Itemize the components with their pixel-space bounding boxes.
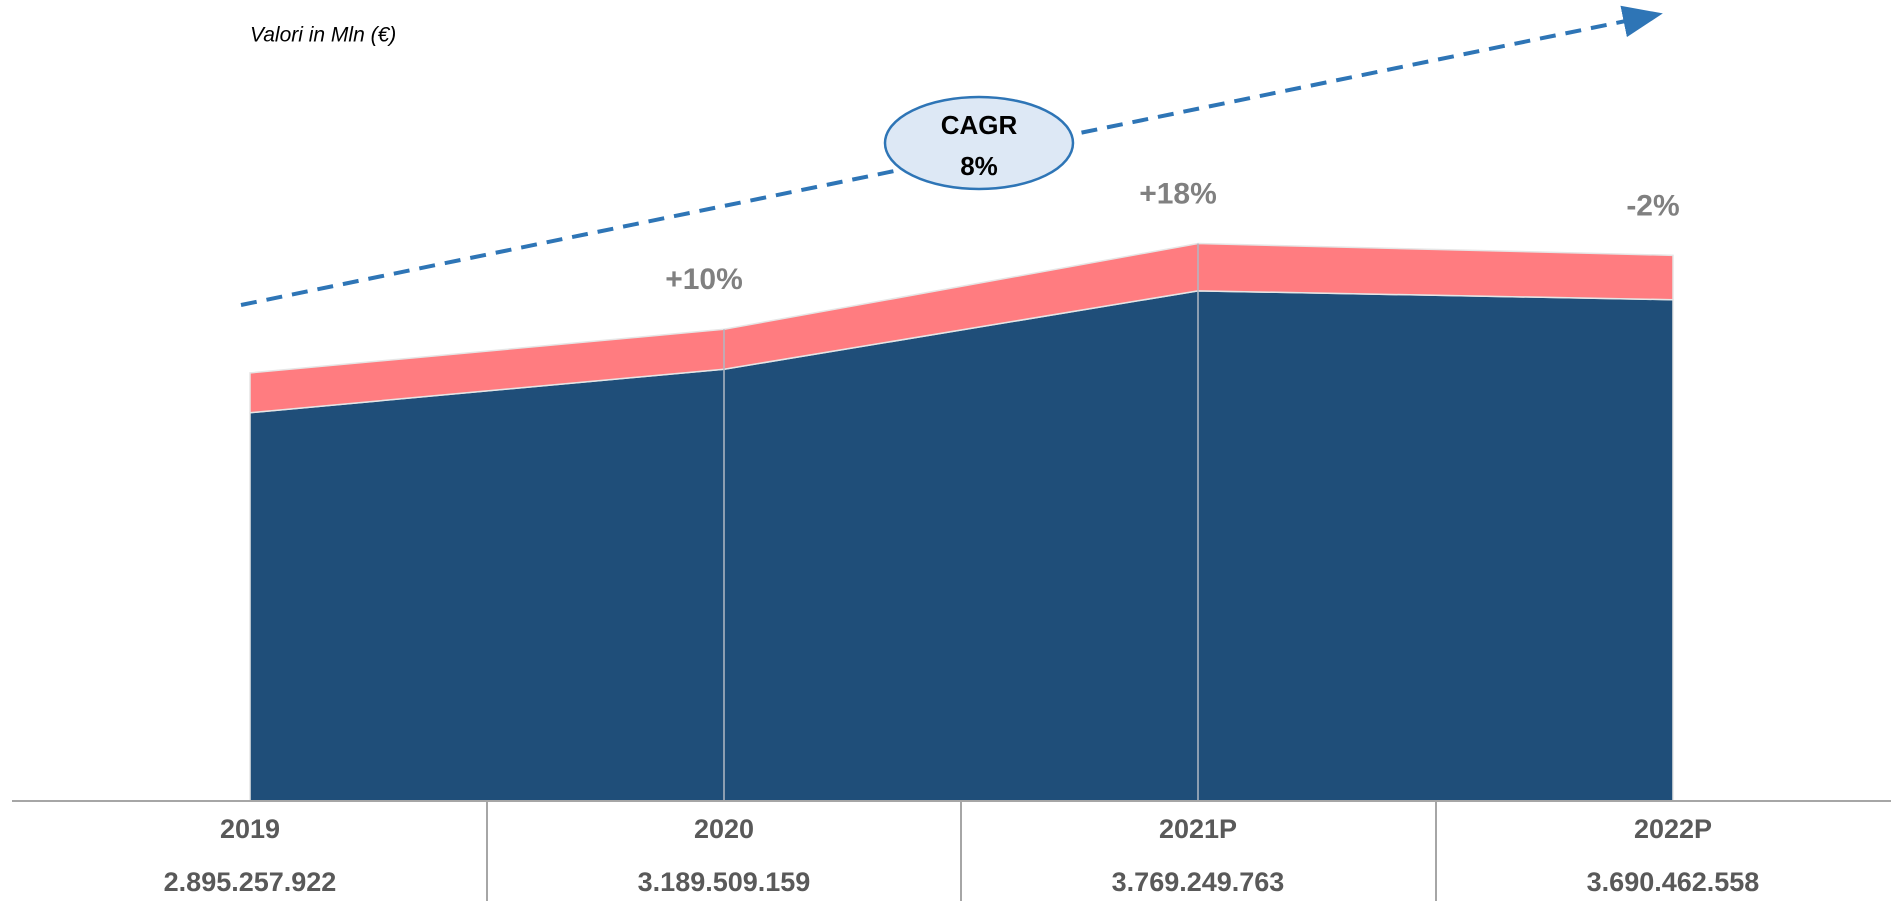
x-tick-label: 2021P <box>1159 814 1237 844</box>
trend-arrow <box>240 5 1663 307</box>
total-label: 2.895.257.922 <box>164 867 337 897</box>
growth-label: -2% <box>1626 189 1679 222</box>
x-tick-label: 2020 <box>694 814 754 844</box>
growth-label: +10% <box>665 263 743 296</box>
cagr-label: CAGR <box>941 110 1018 140</box>
x-tick-label: 2019 <box>220 814 280 844</box>
plot <box>249 242 1674 802</box>
total-label: 3.690.462.558 <box>1587 867 1760 897</box>
total-label: 3.189.509.159 <box>638 867 811 897</box>
cagr-bubble <box>883 95 1075 191</box>
x-tick-label: 2022P <box>1634 814 1712 844</box>
area <box>249 242 1674 414</box>
cagr-value: 8% <box>960 151 998 181</box>
total-label: 3.769.249.763 <box>1112 867 1285 897</box>
growth-label: +18% <box>1139 177 1217 210</box>
subtitle: Valori in Mln (€) <box>250 24 396 47</box>
